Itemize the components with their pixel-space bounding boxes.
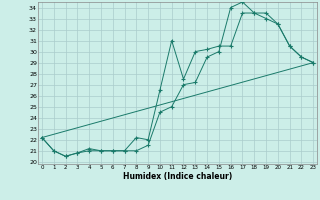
X-axis label: Humidex (Indice chaleur): Humidex (Indice chaleur) (123, 172, 232, 181)
